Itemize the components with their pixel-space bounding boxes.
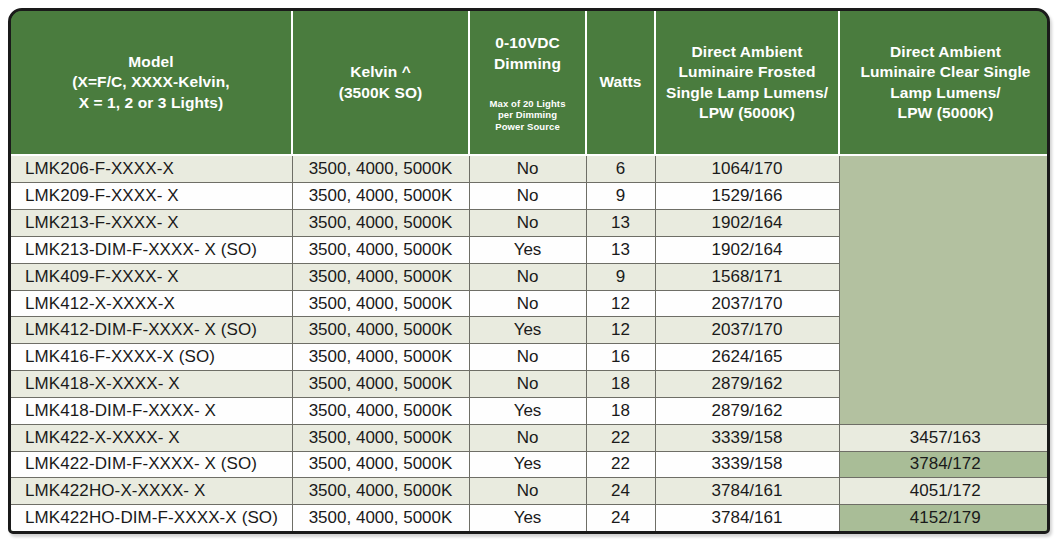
cell-kelvin: 3500, 4000, 5000K — [292, 451, 469, 478]
cell-model: LMK422HO-DIM-F-XXXX-X (SO) — [11, 505, 292, 531]
column-header-clear-lumens: Direct Ambient Luminaire Clear Single La… — [839, 11, 1050, 155]
cell-dimming: No — [469, 290, 586, 317]
cell-frosted: 2879/162 — [655, 397, 839, 424]
cell-dimming: No — [469, 210, 586, 237]
cell-dimming: Yes — [469, 451, 586, 478]
cell-clear: 4051/172 — [839, 478, 1050, 505]
cell-watts: 22 — [586, 451, 655, 478]
cell-frosted: 1568/171 — [655, 263, 839, 290]
cell-kelvin: 3500, 4000, 5000K — [292, 290, 469, 317]
cell-frosted: 1902/164 — [655, 210, 839, 237]
cell-kelvin: 3500, 4000, 5000K — [292, 237, 469, 264]
cell-kelvin: 3500, 4000, 5000K — [292, 155, 469, 182]
spec-table-frame: Model (X=F/C, XXXX-Kelvin, X = 1, 2 or 3… — [8, 8, 1050, 534]
cell-watts: 13 — [586, 210, 655, 237]
cell-model: LMK418-X-XXXX- X — [11, 371, 292, 398]
cell-model: LMK409-F-XXXX- X — [11, 263, 292, 290]
cell-dimming: No — [469, 183, 586, 210]
cell-watts: 6 — [586, 155, 655, 182]
cell-watts: 16 — [586, 344, 655, 371]
cell-watts: 9 — [586, 263, 655, 290]
cell-kelvin: 3500, 4000, 5000K — [292, 317, 469, 344]
cell-frosted: 2037/170 — [655, 317, 839, 344]
cell-watts: 9 — [586, 183, 655, 210]
cell-kelvin: 3500, 4000, 5000K — [292, 397, 469, 424]
cell-dimming: Yes — [469, 317, 586, 344]
cell-kelvin: 3500, 4000, 5000K — [292, 505, 469, 531]
cell-model: LMK206-F-XXXX-X — [11, 155, 292, 182]
cell-frosted: 3339/158 — [655, 424, 839, 451]
column-header-frosted-lumens: Direct Ambient Luminaire Frosted Single … — [655, 11, 839, 155]
table-row: LMK422HO-X-XXXX- X3500, 4000, 5000KNo243… — [11, 478, 1050, 505]
cell-kelvin: 3500, 4000, 5000K — [292, 424, 469, 451]
column-header-watts: Watts — [586, 11, 655, 155]
cell-model: LMK422-X-XXXX- X — [11, 424, 292, 451]
cell-dimming: Yes — [469, 505, 586, 531]
cell-kelvin: 3500, 4000, 5000K — [292, 210, 469, 237]
table-row: LMK422-X-XXXX- X3500, 4000, 5000KNo22333… — [11, 424, 1050, 451]
cell-dimming: No — [469, 155, 586, 182]
cell-dimming: No — [469, 478, 586, 505]
cell-clear: 3784/172 — [839, 451, 1050, 478]
cell-kelvin: 3500, 4000, 5000K — [292, 478, 469, 505]
cell-model: LMK422HO-X-XXXX- X — [11, 478, 292, 505]
cell-frosted: 3339/158 — [655, 451, 839, 478]
cell-watts: 13 — [586, 237, 655, 264]
cell-frosted: 1064/170 — [655, 155, 839, 182]
column-header-dimming: 0-10VDC Dimming Max of 20 Lights per Dim… — [469, 11, 586, 155]
cell-watts: 22 — [586, 424, 655, 451]
cell-model: LMK209-F-XXXX- X — [11, 183, 292, 210]
cell-frosted: 1529/166 — [655, 183, 839, 210]
dimming-header-title: 0-10VDC Dimming — [474, 33, 581, 74]
cell-model: LMK422-DIM-F-XXXX- X (SO) — [11, 451, 292, 478]
cell-watts: 24 — [586, 478, 655, 505]
cell-dimming: No — [469, 263, 586, 290]
cell-frosted: 3784/161 — [655, 478, 839, 505]
cell-clear: 3457/163 — [839, 424, 1050, 451]
cell-model: LMK213-DIM-F-XXXX- X (SO) — [11, 237, 292, 264]
cell-frosted: 2879/162 — [655, 371, 839, 398]
table-row: LMK206-F-XXXX-X3500, 4000, 5000KNo61064/… — [11, 155, 1050, 182]
cell-dimming: No — [469, 424, 586, 451]
cell-watts: 24 — [586, 505, 655, 531]
cell-frosted: 2037/170 — [655, 290, 839, 317]
cell-dimming: Yes — [469, 237, 586, 264]
cell-kelvin: 3500, 4000, 5000K — [292, 183, 469, 210]
table-body: LMK206-F-XXXX-X3500, 4000, 5000KNo61064/… — [11, 155, 1050, 531]
cell-model: LMK213-F-XXXX- X — [11, 210, 292, 237]
cell-dimming: No — [469, 371, 586, 398]
cell-model: LMK418-DIM-F-XXXX- X — [11, 397, 292, 424]
cell-frosted: 2624/165 — [655, 344, 839, 371]
table-row: LMK422HO-DIM-F-XXXX-X (SO)3500, 4000, 50… — [11, 505, 1050, 531]
cell-model: LMK412-X-XXXX-X — [11, 290, 292, 317]
cell-watts: 18 — [586, 371, 655, 398]
table-header: Model (X=F/C, XXXX-Kelvin, X = 1, 2 or 3… — [11, 11, 1050, 155]
cell-watts: 12 — [586, 317, 655, 344]
cell-frosted: 3784/161 — [655, 505, 839, 531]
cell-dimming: No — [469, 344, 586, 371]
column-header-kelvin: Kelvin ^ (3500K SO) — [292, 11, 469, 155]
column-header-model: Model (X=F/C, XXXX-Kelvin, X = 1, 2 or 3… — [11, 11, 292, 155]
cell-clear-merged-empty — [839, 155, 1050, 424]
cell-watts: 18 — [586, 397, 655, 424]
cell-model: LMK416-F-XXXX-X (SO) — [11, 344, 292, 371]
spec-table: Model (X=F/C, XXXX-Kelvin, X = 1, 2 or 3… — [11, 11, 1050, 531]
cell-kelvin: 3500, 4000, 5000K — [292, 344, 469, 371]
cell-dimming: Yes — [469, 397, 586, 424]
cell-kelvin: 3500, 4000, 5000K — [292, 263, 469, 290]
dimming-header-note: Max of 20 Lights per Dimming Power Sourc… — [474, 98, 581, 132]
header-row: Model (X=F/C, XXXX-Kelvin, X = 1, 2 or 3… — [11, 11, 1050, 155]
cell-frosted: 1902/164 — [655, 237, 839, 264]
cell-model: LMK412-DIM-F-XXXX- X (SO) — [11, 317, 292, 344]
cell-clear: 4152/179 — [839, 505, 1050, 531]
cell-watts: 12 — [586, 290, 655, 317]
cell-kelvin: 3500, 4000, 5000K — [292, 371, 469, 398]
table-row: LMK422-DIM-F-XXXX- X (SO)3500, 4000, 500… — [11, 451, 1050, 478]
